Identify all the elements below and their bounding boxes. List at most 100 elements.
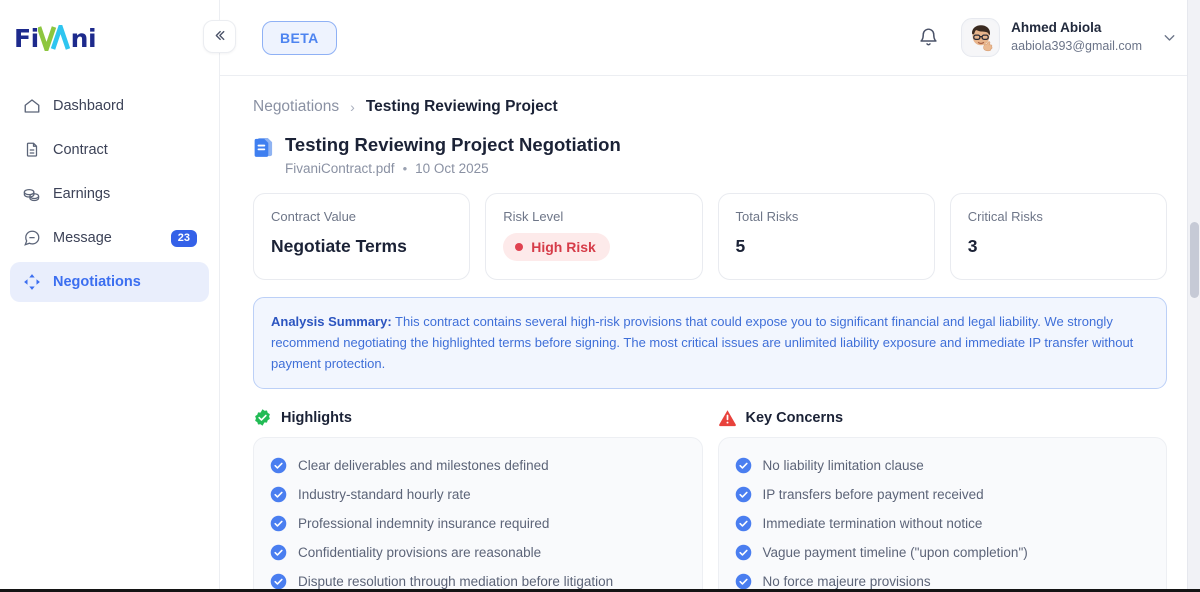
list-item: Clear deliverables and milestones define… [270,451,686,480]
list-item-label: Vague payment timeline ("upon completion… [762,545,1028,561]
coins-icon [22,185,41,204]
list-item-label: Dispute resolution through mediation bef… [298,574,614,590]
stat-label: Risk Level [503,209,564,225]
logo-text: Fi ni [14,24,97,53]
chevrons-left-icon [211,27,228,47]
list-item-label: No liability limitation clause [762,458,924,474]
list-item: No liability limitation clause [735,451,1151,480]
chat-bubble-icon [22,229,41,248]
warning-triangle-red-icon [718,408,737,427]
key-concerns-title: Key Concerns [745,409,844,426]
stat-card-critical-risks: Critical Risks 3 [949,193,1167,281]
avatar [961,18,1001,57]
key-concerns-panel: Key Concerns No liability limitation cla… [717,408,1168,592]
expand-arrows-icon [22,273,41,292]
check-circle-icon [270,573,287,590]
user-menu[interactable]: Ahmed Abiola aabiola393@gmail.com [959,18,1178,57]
brand-logo[interactable]: Fi ni [0,0,219,76]
breadcrumb: Negotiations › Testing Reviewing Project [253,98,1167,116]
status-badge-label: High Risk [531,239,596,256]
analysis-summary-banner: Analysis Summary: This contract contains… [253,297,1167,390]
page-content: Negotiations › Testing Reviewing Project… [220,76,1200,592]
check-circle-icon [270,544,287,561]
stat-label: Contract Value [271,209,357,225]
breadcrumb-separator: › [350,99,355,115]
user-name: Ahmed Abiola [1011,20,1102,36]
home-icon [22,97,41,116]
beta-badge-button[interactable]: BETA [262,20,337,55]
chevron-down-icon[interactable] [1161,29,1178,46]
sidebar: Fi ni Dashbaord [0,0,220,592]
check-circle-icon [735,573,752,590]
sidebar-item-label: Earnings [53,186,111,202]
document-filename: FivaniContract.pdf [285,161,395,177]
check-circle-icon [270,486,287,503]
verified-badge-green-icon [253,408,272,427]
list-item: Professional indemnity insurance require… [270,509,686,538]
list-item-label: IP transfers before payment received [762,487,984,503]
list-item: IP transfers before payment received [735,480,1151,509]
document-date: 10 Oct 2025 [415,161,489,177]
sidebar-item-message[interactable]: Message 23 [10,218,209,258]
check-circle-icon [735,515,752,532]
main-area: BETA [220,0,1200,592]
breadcrumb-current: Testing Reviewing Project [365,98,558,115]
check-circle-icon [735,457,752,474]
page-title: Testing Reviewing Project Negotiation [285,134,621,155]
list-item: Industry-standard hourly rate [270,480,686,509]
stat-value: 3 [967,236,978,257]
highlights-header: Highlights [253,408,703,427]
list-item-label: Industry-standard hourly rate [298,487,471,503]
separator-dot: • [402,161,408,177]
document-text-group: Testing Reviewing Project Negotiation Fi… [285,133,621,176]
breadcrumb-parent-link[interactable]: Negotiations [253,98,340,115]
logo-part-right: ni [70,24,97,53]
status-dot-icon [515,243,524,252]
sidebar-item-label: Contract [53,142,108,158]
sidebar-item-label: Negotiations [53,274,141,290]
list-item-label: Clear deliverables and milestones define… [298,458,549,474]
highlights-panel: Highlights Clear deliverables and milest… [253,408,703,592]
stat-card-risk-level: Risk Level High Risk [485,193,703,281]
list-item-label: Professional indemnity insurance require… [298,516,550,532]
sidebar-item-contract[interactable]: Contract [10,130,209,170]
logo-mark-icon [37,25,72,51]
stat-label: Critical Risks [967,209,1043,225]
sidebar-item-dashboard[interactable]: Dashbaord [10,86,209,126]
bell-icon[interactable] [915,25,941,51]
list-item: No force majeure provisions [735,567,1151,592]
highlights-list: Clear deliverables and milestones define… [253,437,703,592]
stats-row: Contract Value Negotiate Terms Risk Leve… [253,193,1167,281]
stat-value: 5 [735,236,746,257]
stat-value: Negotiate Terms [271,236,407,257]
list-item: Dispute resolution through mediation bef… [270,567,686,592]
list-item: Immediate termination without notice [735,509,1151,538]
vertical-scrollbar[interactable] [1187,0,1200,592]
window-bottom-edge [0,589,1200,592]
status-badge: High Risk [503,233,610,262]
file-blue-icon [253,136,274,159]
sidebar-item-earnings[interactable]: Earnings [10,174,209,214]
top-bar: BETA [220,0,1200,76]
check-circle-icon [735,486,752,503]
highlights-title: Highlights [281,409,352,426]
stat-label: Total Risks [735,209,799,225]
document-header: Testing Reviewing Project Negotiation Fi… [253,133,1167,176]
panels-row: Highlights Clear deliverables and milest… [253,408,1167,592]
document-icon [22,141,41,160]
scrollbar-thumb[interactable] [1190,222,1199,298]
list-item: Vague payment timeline ("upon completion… [735,538,1151,567]
analysis-summary-body: This contract contains several high-risk… [271,314,1134,372]
key-concerns-header: Key Concerns [718,408,1168,427]
check-circle-icon [270,457,287,474]
sidebar-item-negotiations[interactable]: Negotiations [10,262,209,302]
sidebar-nav: Dashbaord Contract Earnings Message [0,86,219,302]
sidebar-collapse-button[interactable] [203,20,236,53]
topbar-right-group: Ahmed Abiola aabiola393@gmail.com [915,18,1178,57]
key-concerns-list: No liability limitation clause IP transf… [717,437,1167,592]
stat-card-total-risks: Total Risks 5 [717,193,935,281]
sidebar-item-label: Message [53,230,112,246]
check-circle-icon [735,544,752,561]
user-email: aabiola393@gmail.com [1011,39,1142,54]
